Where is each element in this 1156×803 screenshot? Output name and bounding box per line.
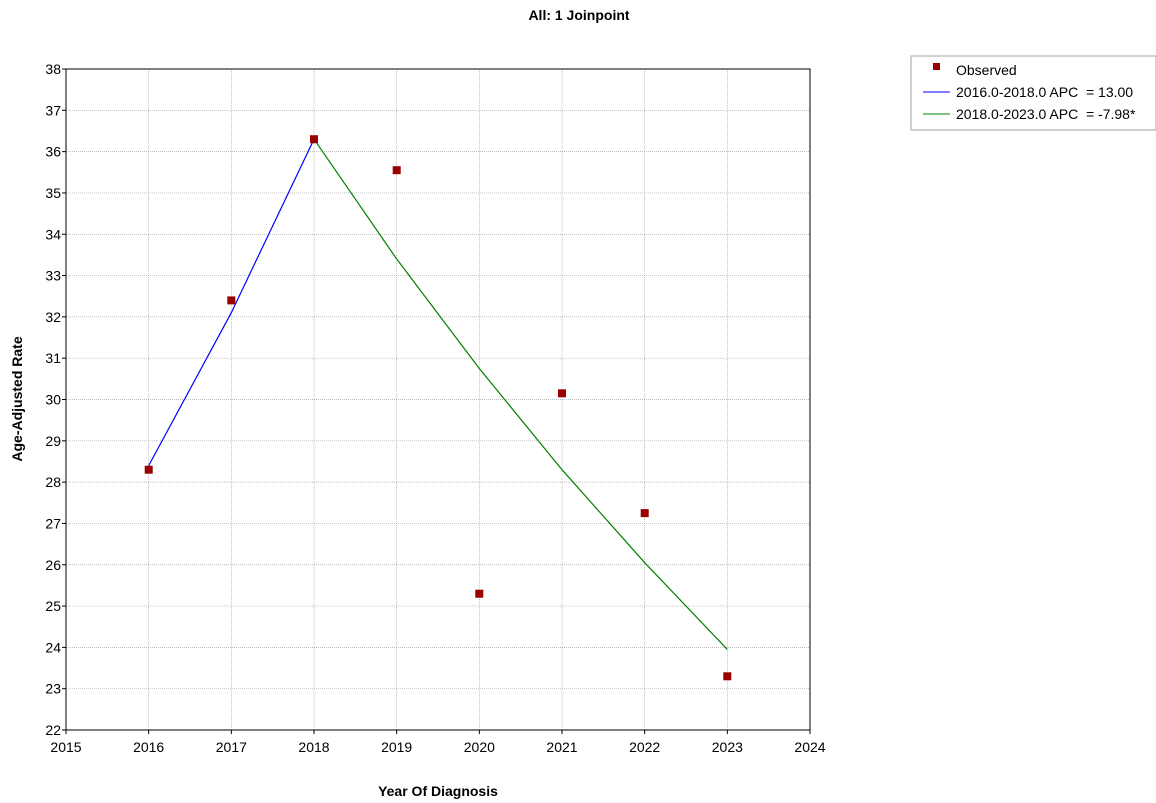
x-tick-label: 2024 [794, 739, 825, 755]
grid [66, 69, 810, 730]
observed-point [640, 509, 649, 518]
observed-point [227, 296, 236, 305]
x-tick-label: 2018 [298, 739, 329, 755]
x-tick-label: 2015 [50, 739, 81, 755]
observed-point [723, 672, 732, 681]
series [144, 135, 732, 681]
y-tick-label: 31 [45, 350, 61, 366]
x-tick-label: 2021 [546, 739, 577, 755]
y-axis-title: Age-Adjusted Rate [9, 336, 25, 461]
x-tick-label: 2016 [133, 739, 164, 755]
x-tick-label: 2017 [216, 739, 247, 755]
x-tick-label: 2023 [712, 739, 743, 755]
observed-point [310, 135, 318, 144]
y-tick-label: 24 [45, 639, 61, 655]
plot-area-frame [65, 68, 811, 731]
y-tick-label: 29 [45, 433, 61, 449]
y-tick-label: 34 [45, 226, 61, 242]
x-tick-label: 2019 [381, 739, 412, 755]
y-tick-label: 25 [45, 598, 61, 614]
legend-label-observed: Observed [956, 62, 1017, 78]
observed-point [475, 589, 484, 598]
y-tick-label: 32 [45, 309, 61, 325]
segment-line-2 [313, 138, 728, 650]
legend-label-segment-2: 2018.0-2023.0 APC = -7.98* [956, 106, 1136, 122]
legend-box [910, 55, 1156, 131]
y-tick-label: 22 [45, 722, 61, 738]
y-tick-label: 37 [45, 102, 61, 118]
observed-point [392, 166, 401, 175]
legend: Observed 2016.0-2018.0 APC = 13.00 2018.… [910, 55, 1156, 131]
y-tick-label: 35 [45, 185, 61, 201]
legend-marker-observed [933, 63, 940, 70]
y-tick-label: 27 [45, 515, 61, 531]
observed-point [144, 465, 153, 474]
observed-point [558, 389, 566, 398]
y-tick-label: 38 [45, 61, 61, 77]
x-tick-label: 2022 [629, 739, 660, 755]
axis-ticks: 22 23 24 25 26 27 28 29 30 31 32 33 34 35 36 37 38 2015 20… [45, 61, 825, 755]
y-tick-label: 30 [45, 392, 61, 408]
y-tick-label: 36 [45, 144, 61, 160]
x-axis-title: Year Of Diagnosis [378, 783, 498, 799]
y-tick-label: 26 [45, 557, 61, 573]
y-tick-label: 28 [45, 474, 61, 490]
legend-label-segment-1: 2016.0-2018.0 APC = 13.00 [956, 84, 1133, 100]
chart-title: All: 1 Joinpoint [528, 7, 629, 23]
y-tick-label: 33 [45, 268, 61, 284]
x-tick-label: 2020 [464, 739, 495, 755]
segment-line-1 [148, 138, 315, 466]
y-tick-label: 23 [45, 681, 61, 697]
